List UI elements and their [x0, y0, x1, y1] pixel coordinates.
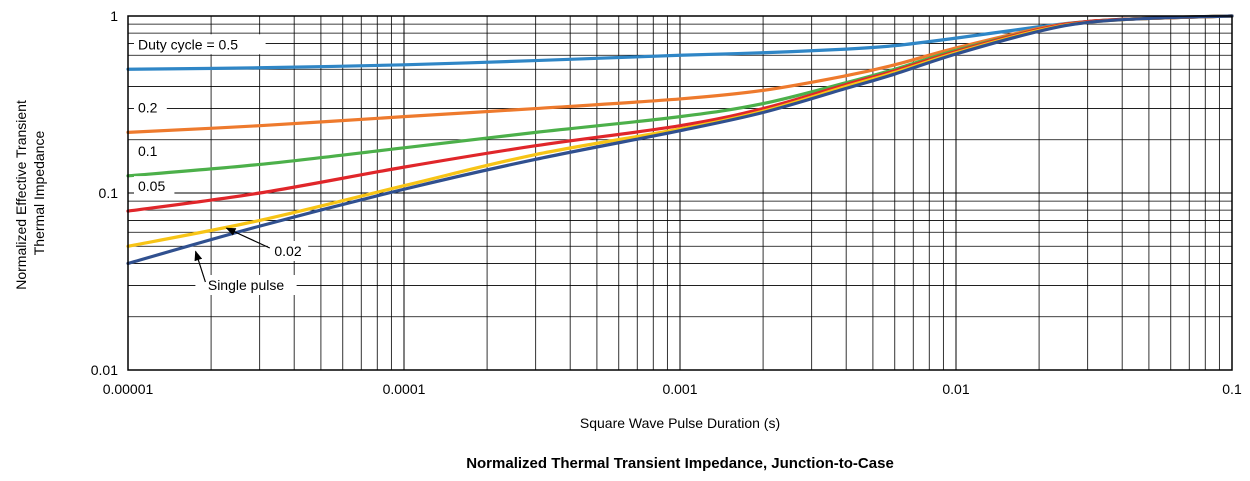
annotation: 0.02 — [267, 241, 309, 261]
x-axis-title: Square Wave Pulse Duration (s) — [580, 415, 780, 431]
annotation-bg — [134, 176, 175, 197]
x-tick-label: 0.00001 — [103, 381, 154, 397]
annotation-label: 0.02 — [274, 243, 301, 259]
y-axis-title-line-1: Normalized Effective Transient — [13, 100, 29, 290]
annotation-label: Duty cycle = 0.5 — [138, 36, 238, 52]
y-tick-label: 0.01 — [91, 362, 118, 378]
annotation: Duty cycle = 0.5 — [134, 34, 266, 55]
chart-title: Normalized Thermal Transient Impedance, … — [466, 455, 894, 472]
series-lines — [126, 14, 1234, 266]
annotation-label: Single pulse — [208, 277, 284, 293]
x-tick-label: 0.001 — [662, 381, 697, 397]
annotations: Duty cycle = 0.5 0.2 0.1 0.05 0.02 Single pul… — [134, 34, 309, 295]
annotation-arrow — [225, 227, 271, 249]
annotation-label: 0.05 — [138, 178, 165, 194]
annotation-bg — [267, 241, 309, 261]
annotation: 0.05 — [134, 176, 175, 197]
x-tick-label: 0.0001 — [383, 381, 426, 397]
y-axis-title-line-2: Thermal Impedance — [31, 131, 47, 256]
annotation-arrow — [194, 250, 206, 283]
annotation: 0.2 — [134, 97, 167, 118]
annotation-label: 0.1 — [138, 143, 158, 159]
grid — [128, 16, 1232, 370]
y-axis-title: Normalized Effective Transient Thermal I… — [13, 96, 47, 290]
annotation-bg — [134, 97, 167, 118]
annotation: 0.1 — [134, 140, 167, 161]
y-tick-label: 0.1 — [99, 185, 119, 201]
annotation-label: 0.2 — [138, 99, 158, 115]
x-tick-label: 0.01 — [942, 381, 969, 397]
series-line-single-pulse — [126, 14, 1234, 266]
x-tick-label: 0.1 — [1222, 381, 1242, 397]
annotation: Single pulse — [195, 275, 297, 295]
annotation-bg — [195, 275, 297, 295]
annotation-bg — [134, 140, 167, 161]
y-tick-label: 1 — [110, 8, 118, 24]
tick-labels: 0.00001 0.0001 0.001 0.01 0.1 0.01 0.1 1 — [91, 8, 1242, 397]
plot-frame — [127, 15, 1233, 371]
annotation-bg — [134, 34, 266, 55]
